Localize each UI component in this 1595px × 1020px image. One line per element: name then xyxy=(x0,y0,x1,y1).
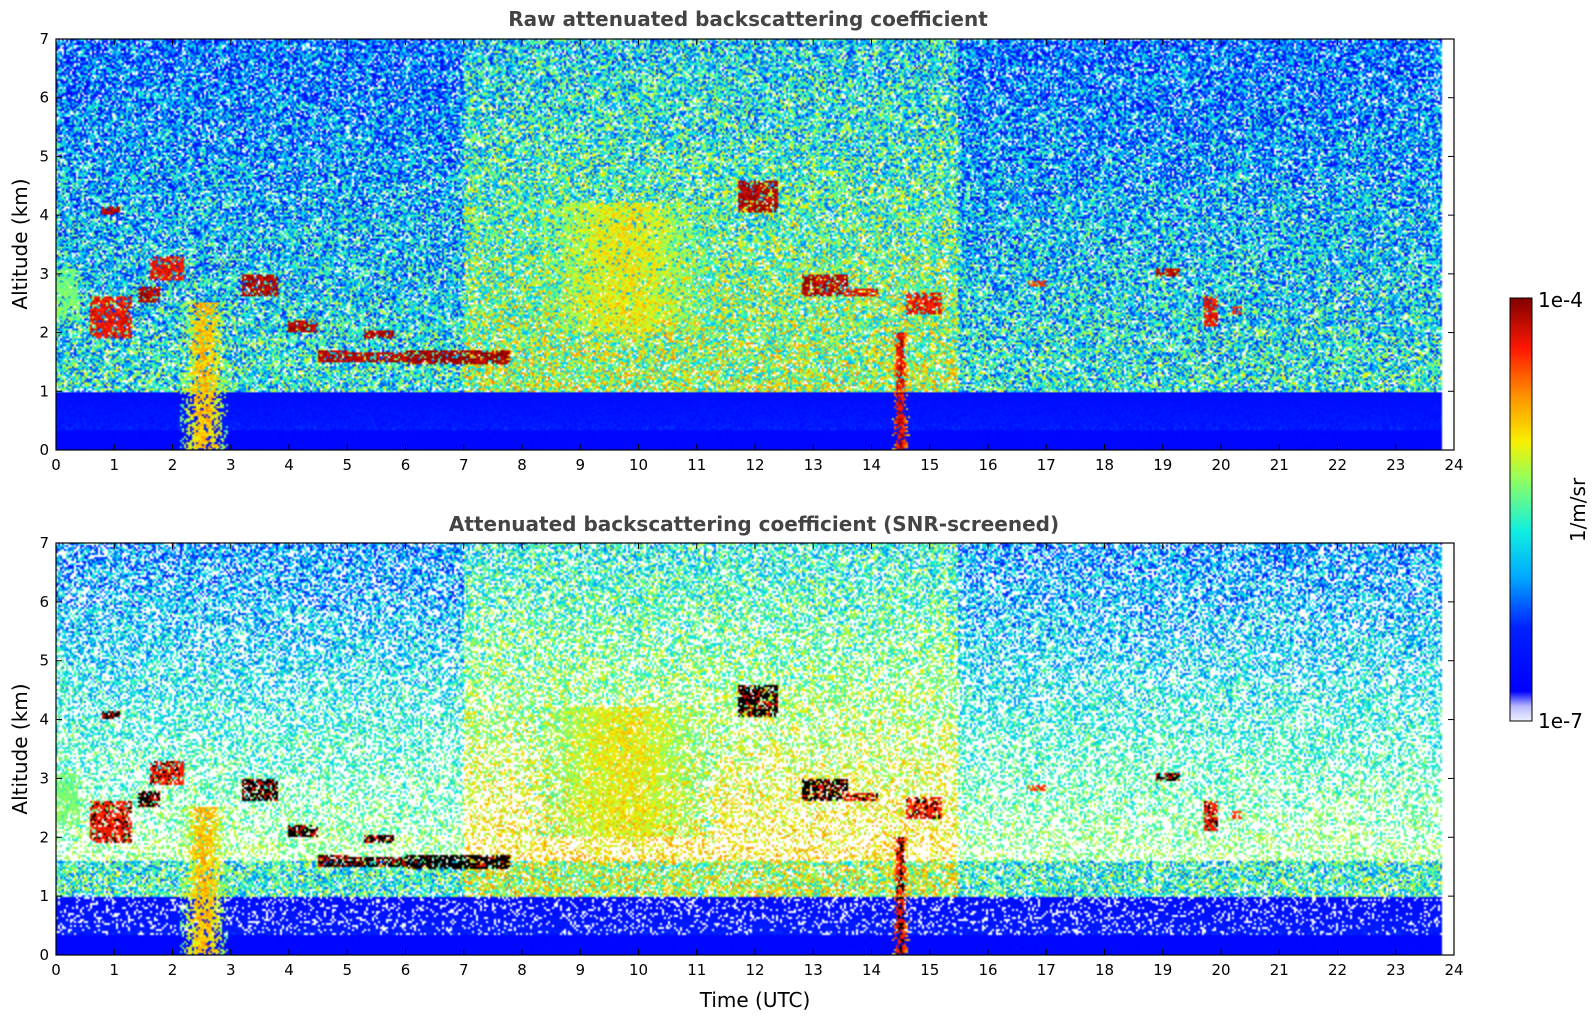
1-x-tick-label: 8 xyxy=(517,961,527,979)
1-x-tick-label: 17 xyxy=(1037,961,1056,979)
1-x-tick-label: 15 xyxy=(920,961,939,979)
0-x-tick-label: 21 xyxy=(1270,456,1289,474)
raw-y-axis: 0 1 2 3 4 5 6 7 xyxy=(39,30,1454,459)
1-x-tick-label: 18 xyxy=(1095,961,1114,979)
1-x-tick-label: 10 xyxy=(629,961,648,979)
colorbar-min-label: 1e-7 xyxy=(1538,709,1583,733)
0-x-tick-label: 11 xyxy=(687,456,706,474)
1-y-tick-label: 7 xyxy=(39,534,49,552)
0-y-tick-label: 5 xyxy=(39,147,49,165)
1-x-tick-label: 14 xyxy=(862,961,881,979)
1-x-tick-label: 19 xyxy=(1153,961,1172,979)
0-y-tick-label: 4 xyxy=(39,206,49,224)
1-x-tick-label: 20 xyxy=(1211,961,1230,979)
0-x-tick-label: 16 xyxy=(978,456,997,474)
raw-backscatter-panel: Raw attenuated backscattering coefficien… xyxy=(8,7,1464,474)
raw-panel-title: Raw attenuated backscattering coefficien… xyxy=(508,7,988,31)
1-x-tick-label: 13 xyxy=(804,961,823,979)
raw-backscatter-heatmap xyxy=(56,39,1454,450)
1-x-tick-label: 2 xyxy=(168,961,178,979)
screened-x-axis: 0 1 2 3 4 5 6 7 8 9 10 11 12 13 14 15 16 17 18 19 20 21 22 23 24 xyxy=(51,543,1464,979)
1-y-tick-label: 3 xyxy=(39,769,49,787)
raw-y-axis-label: Altitude (km) xyxy=(8,178,32,309)
colorbar-unit-label: 1/m/sr xyxy=(1566,477,1590,542)
1-y-tick-label: 0 xyxy=(39,946,49,964)
0-y-tick-label: 3 xyxy=(39,265,49,283)
screened-y-axis-label: Altitude (km) xyxy=(8,683,32,814)
1-y-tick-label: 5 xyxy=(39,652,49,670)
1-x-tick-label: 4 xyxy=(284,961,294,979)
screened-y-axis: 0 1 2 3 4 5 6 7 xyxy=(39,534,1454,964)
colorbar-gradient xyxy=(1509,297,1533,722)
1-x-tick-label: 23 xyxy=(1386,961,1405,979)
1-x-tick-label: 24 xyxy=(1444,961,1463,979)
0-x-tick-label: 6 xyxy=(401,456,411,474)
0-x-tick-label: 18 xyxy=(1095,456,1114,474)
1-x-tick-label: 7 xyxy=(459,961,469,979)
0-x-tick-label: 20 xyxy=(1211,456,1230,474)
1-x-tick-label: 22 xyxy=(1328,961,1347,979)
1-x-tick-label: 16 xyxy=(978,961,997,979)
0-x-tick-label: 19 xyxy=(1153,456,1172,474)
0-y-tick-label: 7 xyxy=(39,30,49,48)
0-y-tick-label: 6 xyxy=(39,89,49,107)
screened-backscatter-panel: Attenuated backscattering coefficient (S… xyxy=(8,512,1464,1012)
1-x-tick-label: 12 xyxy=(745,961,764,979)
1-x-tick-label: 11 xyxy=(687,961,706,979)
1-y-tick-label: 2 xyxy=(39,828,49,846)
0-x-tick-label: 1 xyxy=(109,456,119,474)
0-x-tick-label: 17 xyxy=(1037,456,1056,474)
1-y-tick-label: 1 xyxy=(39,887,49,905)
0-x-tick-label: 15 xyxy=(920,456,939,474)
0-y-tick-label: 0 xyxy=(39,441,49,459)
0-x-tick-label: 23 xyxy=(1386,456,1405,474)
0-x-tick-label: 7 xyxy=(459,456,469,474)
0-x-tick-label: 5 xyxy=(342,456,352,474)
1-x-tick-label: 9 xyxy=(575,961,585,979)
0-x-tick-label: 2 xyxy=(168,456,178,474)
screened-backscatter-heatmap xyxy=(56,543,1454,955)
0-x-tick-label: 4 xyxy=(284,456,294,474)
1-x-tick-label: 1 xyxy=(109,961,119,979)
0-x-tick-label: 24 xyxy=(1444,456,1463,474)
colorbar-max-label: 1e-4 xyxy=(1538,288,1583,312)
0-y-tick-label: 1 xyxy=(39,382,49,400)
0-x-tick-label: 8 xyxy=(517,456,527,474)
1-y-tick-label: 4 xyxy=(39,711,49,729)
0-x-tick-label: 22 xyxy=(1328,456,1347,474)
0-x-tick-label: 13 xyxy=(804,456,823,474)
1-y-tick-label: 6 xyxy=(39,593,49,611)
0-x-tick-label: 9 xyxy=(575,456,585,474)
time-axis-label: Time (UTC) xyxy=(699,988,811,1012)
raw-x-axis: 0 1 2 3 4 5 6 7 8 9 10 11 12 13 14 15 16 17 18 19 20 21 22 23 24 xyxy=(51,39,1464,474)
0-x-tick-label: 0 xyxy=(51,456,61,474)
0-x-tick-label: 14 xyxy=(862,456,881,474)
0-x-tick-label: 12 xyxy=(745,456,764,474)
0-x-tick-label: 10 xyxy=(629,456,648,474)
0-y-tick-label: 2 xyxy=(39,324,49,342)
1-x-tick-label: 0 xyxy=(51,961,61,979)
1-x-tick-label: 21 xyxy=(1270,961,1289,979)
1-x-tick-label: 5 xyxy=(342,961,352,979)
0-x-tick-label: 3 xyxy=(226,456,236,474)
screened-panel-title: Attenuated backscattering coefficient (S… xyxy=(449,512,1059,536)
1-x-tick-label: 6 xyxy=(401,961,411,979)
1-x-tick-label: 3 xyxy=(226,961,236,979)
colorbar: 1e-4 1e-7 1/m/sr xyxy=(1509,288,1590,733)
